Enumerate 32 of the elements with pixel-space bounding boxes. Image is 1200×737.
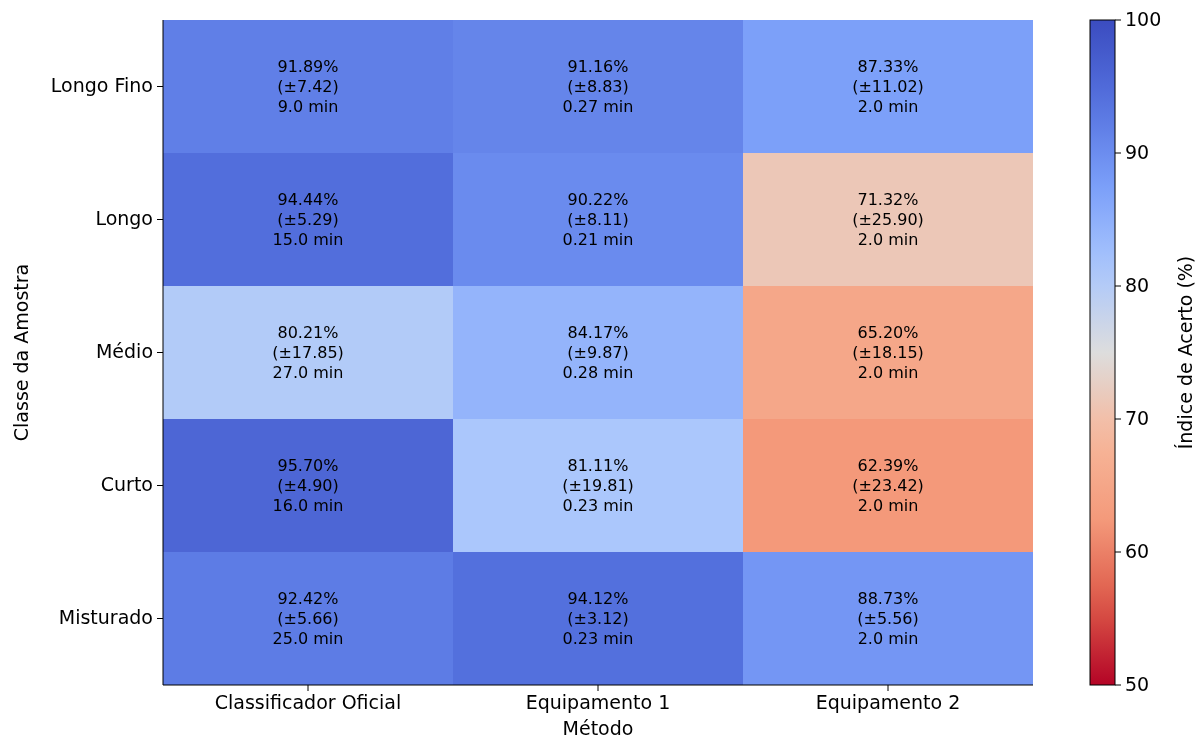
color-bar-label: 50 (1125, 672, 1150, 695)
y-tick-label: Médio (95, 340, 153, 362)
y-tick-label: Curto (100, 473, 153, 495)
data-label: 90.22% (±8.11) 0.21 min (562, 189, 634, 248)
data-label: 91.16% (±8.83) 0.27 min (562, 56, 634, 115)
y-tick-label: Misturado (58, 606, 153, 628)
y-axis-title: Classe da Amostra (10, 263, 32, 442)
color-bar-label: 60 (1125, 539, 1150, 562)
data-label: 88.73% (±5.56) 2.0 min (857, 588, 919, 647)
data-label: 91.89% (±7.42) 9.0 min (277, 56, 339, 115)
x-tick-label: Equipamento 1 (525, 691, 671, 713)
y-tick-label: Longo (95, 207, 153, 229)
data-label: 94.12% (±3.12) 0.23 min (562, 588, 634, 647)
data-label: 62.39% (±23.42) 2.0 min (852, 455, 924, 514)
y-tick-label: Longo Fino (50, 74, 153, 96)
color-bar-title: Índice de Acerto (%) (1174, 255, 1196, 450)
data-label: 92.42% (±5.66) 25.0 min (272, 588, 344, 647)
color-bar-label: 90 (1125, 140, 1150, 163)
x-tick-label: Classificador Oficial (214, 691, 402, 713)
x-axis-title: Método (562, 717, 634, 737)
data-label: 81.11% (±19.81) 0.23 min (562, 455, 634, 514)
color-bar-label: 70 (1125, 406, 1150, 429)
data-label: 94.44% (±5.29) 15.0 min (272, 189, 344, 248)
color-bar-label: 80 (1125, 273, 1150, 296)
data-label: 87.33% (±11.02) 2.0 min (852, 56, 924, 115)
data-label: 65.20% (±18.15) 2.0 min (852, 322, 924, 381)
x-tick-label: Equipamento 2 (815, 691, 961, 713)
data-label: 84.17% (±9.87) 0.28 min (562, 322, 634, 381)
data-label: 95.70% (±4.90) 16.0 min (272, 455, 344, 514)
data-label: 71.32% (±25.90) 2.0 min (852, 189, 924, 248)
data-label: 80.21% (±17.85) 27.0 min (272, 322, 344, 381)
color-bar-label: 100 (1125, 7, 1162, 30)
